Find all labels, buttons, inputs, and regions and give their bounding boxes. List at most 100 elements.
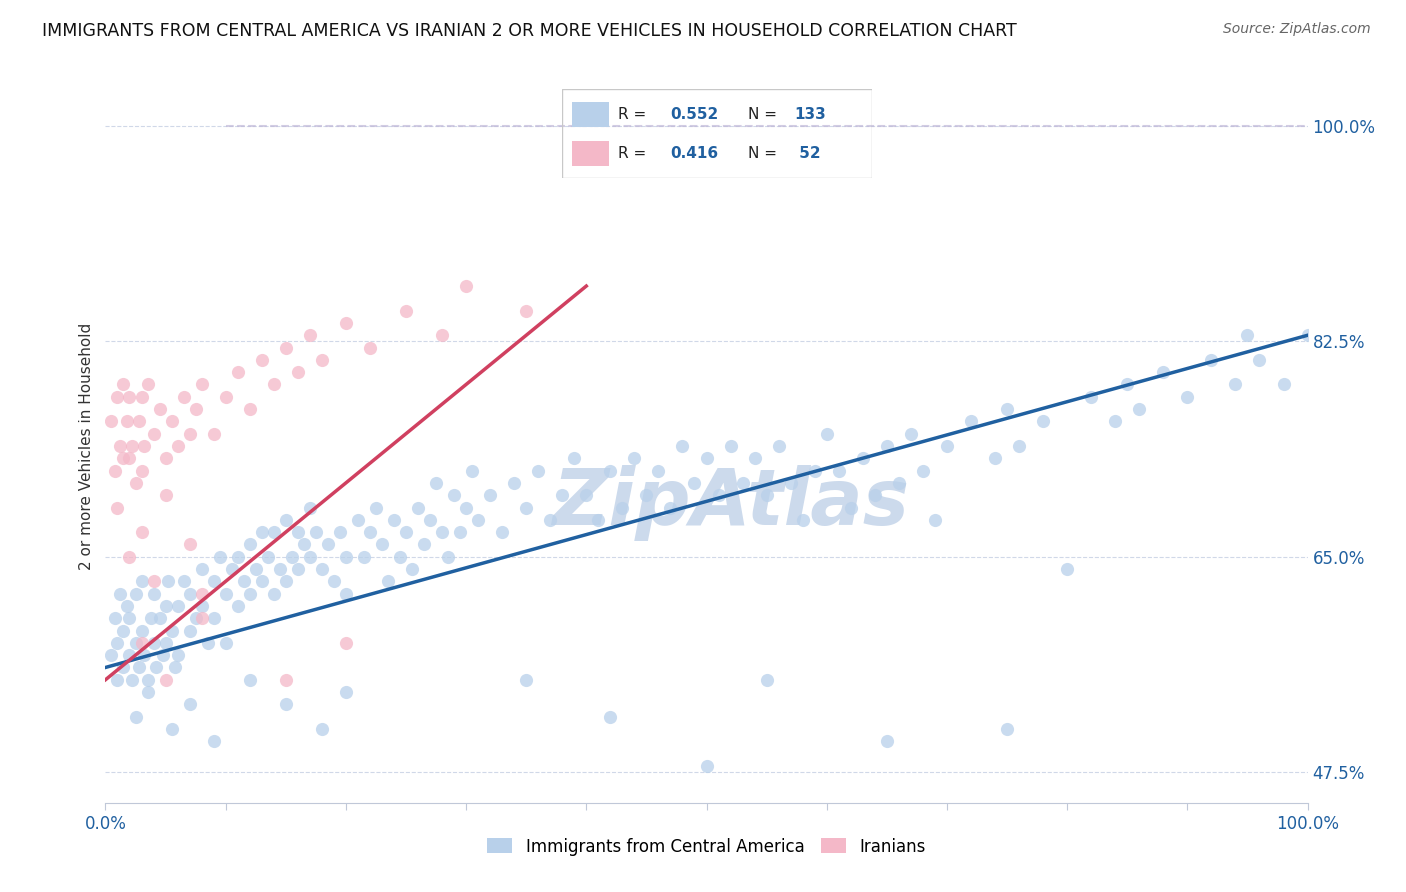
Point bbox=[239, 402, 262, 417]
Point bbox=[136, 685, 159, 699]
Point bbox=[142, 636, 165, 650]
Point bbox=[720, 439, 742, 453]
Point bbox=[263, 587, 285, 601]
Point bbox=[430, 525, 453, 540]
Point bbox=[1056, 562, 1078, 576]
Point bbox=[250, 525, 273, 540]
Point bbox=[118, 451, 141, 466]
Point bbox=[335, 636, 357, 650]
Point bbox=[155, 673, 177, 687]
Point bbox=[104, 464, 127, 478]
Point bbox=[115, 414, 138, 428]
Point bbox=[155, 599, 177, 613]
Point bbox=[173, 390, 195, 404]
Point bbox=[179, 587, 201, 601]
Point bbox=[112, 660, 135, 674]
Point bbox=[311, 352, 333, 367]
Point bbox=[239, 673, 262, 687]
Point bbox=[298, 500, 321, 515]
Point bbox=[562, 451, 585, 466]
Text: N =: N = bbox=[748, 146, 782, 161]
Point bbox=[166, 648, 188, 662]
Point bbox=[316, 537, 339, 551]
Point bbox=[142, 587, 165, 601]
Text: R =: R = bbox=[619, 107, 651, 121]
Point bbox=[250, 574, 273, 589]
Point bbox=[131, 464, 153, 478]
Text: R =: R = bbox=[619, 146, 651, 161]
Point bbox=[179, 698, 201, 712]
Point bbox=[599, 464, 621, 478]
Point bbox=[551, 488, 574, 502]
Text: Source: ZipAtlas.com: Source: ZipAtlas.com bbox=[1223, 22, 1371, 37]
Text: 133: 133 bbox=[794, 107, 827, 121]
Point bbox=[221, 562, 243, 576]
Point bbox=[132, 439, 155, 453]
Point bbox=[128, 660, 150, 674]
Point bbox=[184, 611, 207, 625]
Point bbox=[197, 636, 219, 650]
Point bbox=[245, 562, 267, 576]
Point bbox=[274, 513, 297, 527]
Point bbox=[155, 636, 177, 650]
Point bbox=[131, 390, 153, 404]
Text: 52: 52 bbox=[794, 146, 821, 161]
Point bbox=[768, 439, 790, 453]
Point bbox=[287, 562, 309, 576]
Point bbox=[104, 611, 127, 625]
Point bbox=[142, 574, 165, 589]
Point bbox=[118, 549, 141, 564]
Point bbox=[202, 426, 225, 441]
Point bbox=[311, 722, 333, 736]
Point bbox=[1128, 402, 1150, 417]
Point bbox=[132, 648, 155, 662]
Point bbox=[131, 525, 153, 540]
Point bbox=[454, 279, 477, 293]
Point bbox=[118, 648, 141, 662]
Point bbox=[515, 303, 537, 318]
Point bbox=[1008, 439, 1031, 453]
Point bbox=[100, 414, 122, 428]
Point bbox=[449, 525, 471, 540]
Point bbox=[112, 624, 135, 638]
Point bbox=[142, 426, 165, 441]
Point bbox=[1116, 377, 1139, 392]
Point bbox=[190, 377, 212, 392]
Point bbox=[155, 451, 177, 466]
Point bbox=[359, 341, 381, 355]
Point bbox=[136, 377, 159, 392]
Point bbox=[454, 500, 477, 515]
Point bbox=[515, 500, 537, 515]
Point bbox=[755, 488, 778, 502]
Point bbox=[371, 537, 394, 551]
Point bbox=[1152, 365, 1174, 379]
Point bbox=[226, 365, 249, 379]
Point bbox=[160, 722, 183, 736]
Bar bbox=[572, 102, 609, 127]
Point bbox=[190, 611, 212, 625]
Point bbox=[118, 611, 141, 625]
Point bbox=[287, 365, 309, 379]
Point bbox=[202, 574, 225, 589]
Point bbox=[152, 648, 174, 662]
Point bbox=[1225, 377, 1247, 392]
Point bbox=[124, 475, 146, 490]
Point bbox=[335, 549, 357, 564]
Point bbox=[839, 500, 862, 515]
Point bbox=[779, 475, 801, 490]
Point bbox=[419, 513, 441, 527]
Point bbox=[108, 587, 131, 601]
Point bbox=[467, 513, 489, 527]
Point bbox=[179, 537, 201, 551]
Point bbox=[311, 562, 333, 576]
Point bbox=[995, 722, 1018, 736]
Y-axis label: 2 or more Vehicles in Household: 2 or more Vehicles in Household bbox=[79, 322, 94, 570]
Point bbox=[250, 352, 273, 367]
Point bbox=[984, 451, 1007, 466]
Point bbox=[124, 587, 146, 601]
Point bbox=[214, 390, 236, 404]
Point bbox=[347, 513, 370, 527]
Point bbox=[936, 439, 959, 453]
Point bbox=[305, 525, 328, 540]
Point bbox=[659, 500, 682, 515]
